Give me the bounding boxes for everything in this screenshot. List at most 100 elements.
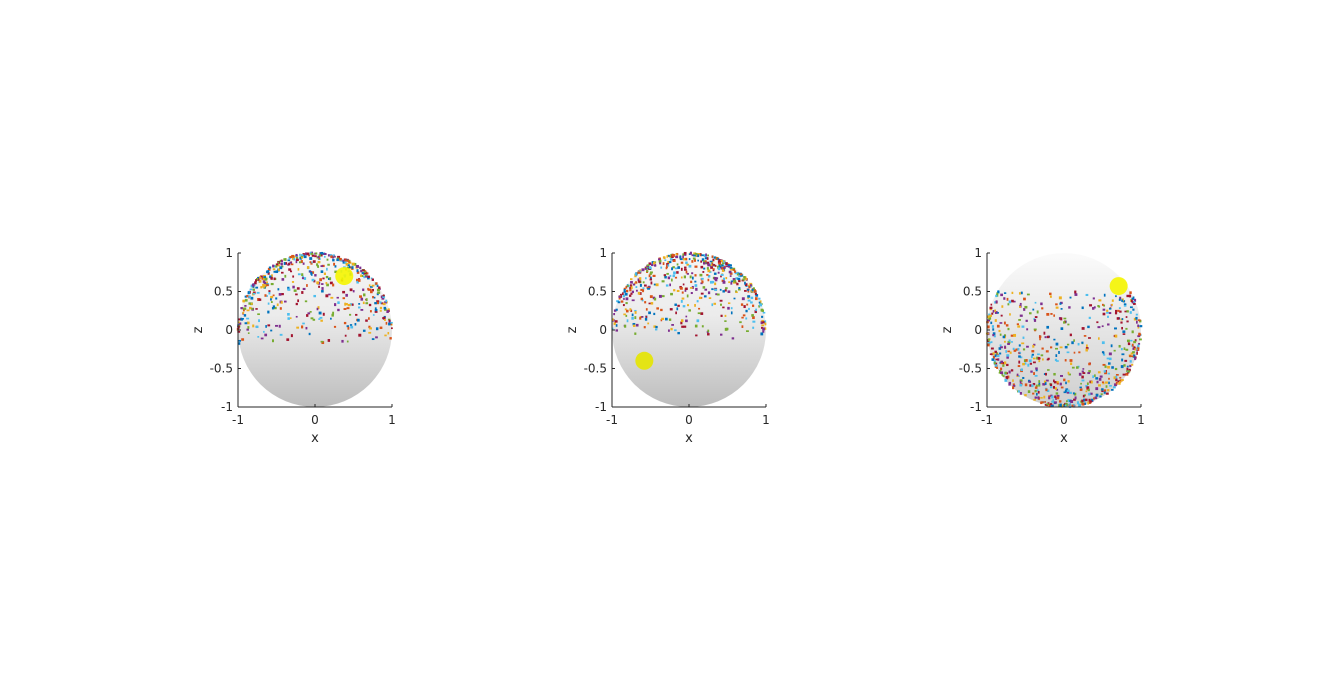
data-point	[1115, 374, 1119, 376]
data-point	[1132, 296, 1135, 299]
data-point	[712, 269, 715, 272]
data-point	[322, 277, 325, 280]
data-point	[1020, 368, 1023, 371]
data-point	[1096, 321, 1099, 324]
data-point	[1029, 362, 1033, 365]
data-point	[1107, 323, 1110, 326]
data-point	[1008, 370, 1011, 374]
data-point	[644, 318, 648, 321]
data-point	[679, 255, 682, 259]
data-point	[1000, 361, 1004, 365]
data-point	[360, 269, 363, 273]
data-point	[993, 360, 996, 363]
data-point	[1107, 315, 1109, 318]
data-point	[388, 322, 391, 326]
data-point	[356, 264, 359, 268]
data-point	[347, 326, 350, 330]
data-point	[319, 253, 323, 257]
data-point	[1025, 359, 1028, 362]
subplot-2: -1 -0.5 0 0.5 1 -1 0 1 x z	[565, 246, 770, 446]
data-point	[272, 339, 274, 343]
data-point	[624, 292, 628, 296]
data-point	[649, 295, 653, 299]
data-point	[287, 313, 290, 316]
data-point	[739, 273, 743, 276]
data-point	[1105, 385, 1108, 388]
data-point	[1063, 391, 1067, 394]
data-point	[1048, 403, 1051, 407]
y-tick-label: 0.5	[214, 285, 233, 299]
data-point	[1013, 349, 1017, 352]
data-point	[1066, 351, 1070, 354]
data-point	[613, 322, 616, 325]
data-point	[722, 306, 725, 309]
data-point	[1024, 383, 1028, 387]
data-point	[355, 313, 358, 316]
data-point	[691, 254, 694, 257]
data-point	[684, 266, 687, 269]
data-point	[1122, 373, 1126, 376]
data-point	[686, 272, 689, 275]
data-point	[337, 308, 340, 312]
data-point	[1129, 364, 1132, 368]
data-point	[733, 297, 736, 300]
data-point	[1002, 335, 1006, 339]
data-point	[694, 284, 698, 287]
data-point	[632, 322, 636, 326]
data-point	[1088, 362, 1091, 366]
data-point	[1026, 345, 1029, 348]
data-point	[1011, 291, 1014, 295]
data-point	[727, 302, 731, 305]
data-point	[262, 283, 265, 287]
data-point	[634, 274, 637, 278]
data-point	[1074, 293, 1078, 296]
data-point	[1013, 333, 1017, 337]
data-point	[1122, 330, 1126, 333]
data-point	[725, 265, 729, 268]
data-point	[1108, 377, 1110, 380]
data-point	[712, 258, 715, 262]
data-point	[1133, 301, 1136, 304]
data-point	[290, 334, 293, 338]
data-point	[743, 276, 746, 279]
data-point	[751, 288, 754, 292]
x-tick-label: -1	[232, 413, 244, 427]
data-point	[1074, 290, 1077, 294]
data-point	[1086, 382, 1089, 385]
data-point	[362, 329, 366, 332]
data-point	[1055, 303, 1058, 306]
data-point	[295, 253, 298, 257]
data-point	[1087, 372, 1090, 375]
data-point	[1127, 342, 1130, 345]
data-point	[631, 290, 634, 294]
data-point	[1019, 352, 1022, 354]
data-point	[721, 279, 725, 283]
data-point	[273, 277, 276, 281]
data-point	[312, 318, 316, 321]
data-point	[346, 325, 349, 328]
data-point	[1058, 400, 1062, 403]
data-point	[1034, 301, 1037, 304]
data-point	[1108, 352, 1112, 356]
data-point	[724, 320, 727, 322]
data-point	[1006, 354, 1010, 357]
data-point	[720, 273, 724, 276]
data-point	[737, 277, 741, 281]
y-axis-label: z	[191, 326, 206, 333]
data-point	[272, 268, 276, 271]
data-point	[665, 317, 668, 321]
data-point	[1056, 394, 1060, 398]
data-point	[367, 276, 370, 280]
data-point	[755, 297, 758, 301]
data-point	[1088, 316, 1091, 319]
data-point	[248, 302, 251, 305]
data-point	[1097, 304, 1099, 308]
data-point	[332, 254, 335, 257]
data-point	[302, 262, 305, 265]
data-point	[252, 324, 255, 328]
data-point	[991, 358, 995, 361]
data-point	[268, 266, 272, 269]
data-point	[1067, 398, 1070, 402]
data-point	[1032, 392, 1035, 395]
y-tick-label: 1	[599, 246, 607, 260]
